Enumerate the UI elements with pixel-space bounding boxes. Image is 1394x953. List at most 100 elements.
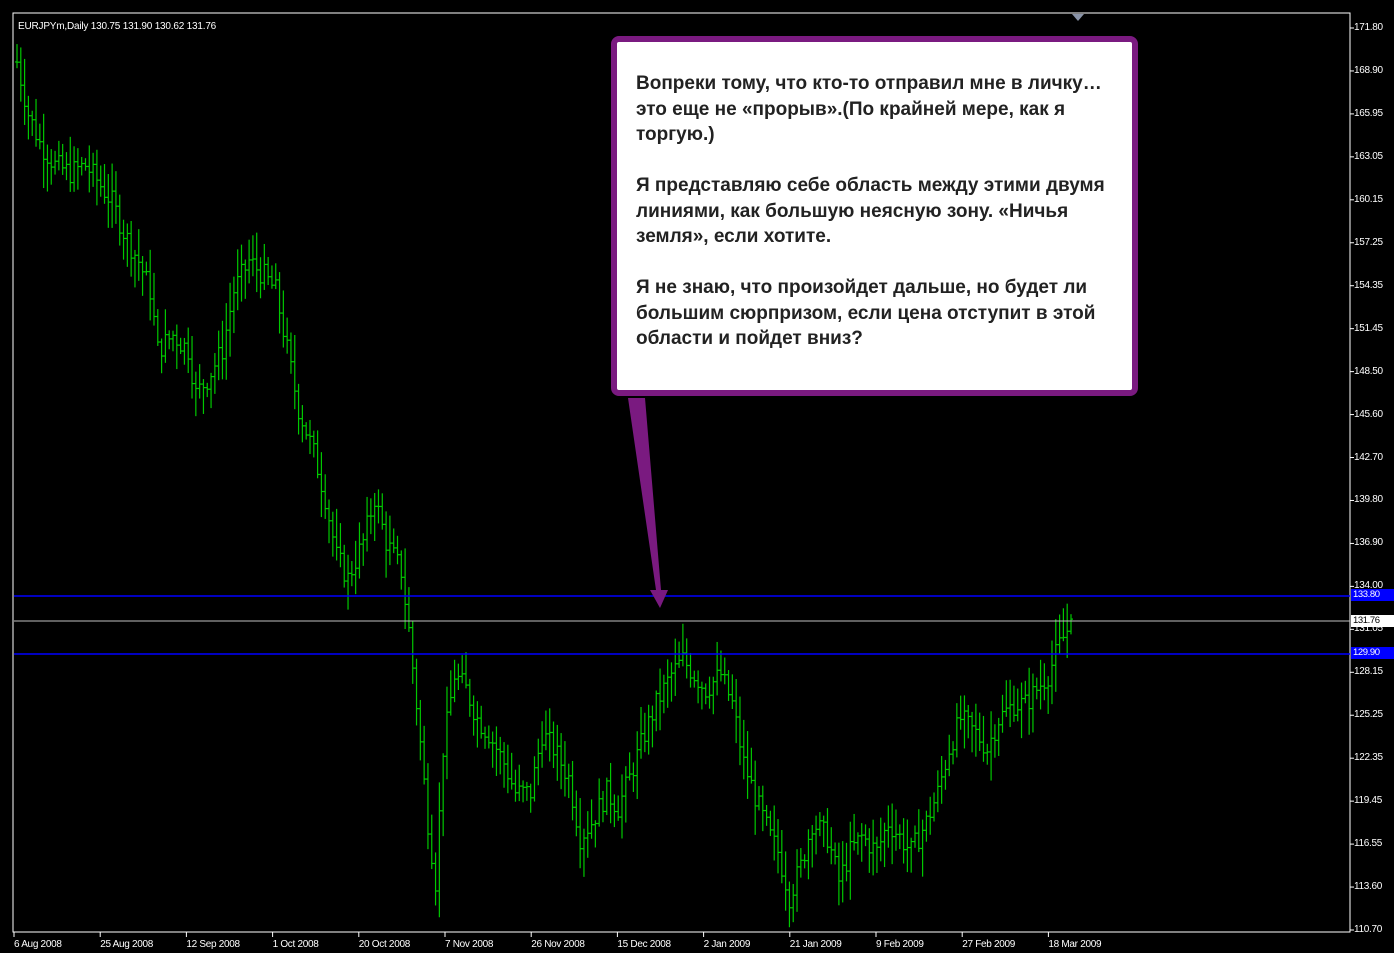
ohlc-bar bbox=[464, 652, 468, 688]
ohlc-bar bbox=[487, 725, 491, 748]
ohlc-bar bbox=[323, 474, 327, 519]
ohlc-bar bbox=[1008, 680, 1012, 727]
ohlc-bar bbox=[26, 96, 30, 140]
ohlc-bar bbox=[749, 748, 753, 784]
ohlc-bar bbox=[806, 829, 810, 879]
ohlc-bar bbox=[761, 786, 765, 831]
ohlc-bar bbox=[639, 707, 643, 759]
ohlc-bar bbox=[1031, 674, 1035, 733]
ohlc-bar bbox=[502, 742, 506, 788]
ohlc-bar bbox=[532, 756, 536, 801]
chart-shift-marker-icon[interactable] bbox=[1072, 14, 1084, 21]
price-tick-label: 125.25 bbox=[1354, 709, 1383, 720]
ohlc-bar bbox=[388, 516, 392, 566]
ohlc-bar bbox=[110, 164, 114, 228]
ohlc-bar bbox=[72, 146, 76, 192]
ohlc-bar bbox=[114, 171, 118, 224]
ohlc-bar bbox=[472, 695, 476, 735]
price-tick-label: 110.70 bbox=[1354, 924, 1382, 935]
ohlc-bar bbox=[460, 655, 464, 683]
ohlc-bar bbox=[555, 725, 559, 781]
ohlc-bar bbox=[719, 650, 723, 681]
ohlc-bar bbox=[236, 249, 240, 310]
price-tick-label: 154.35 bbox=[1354, 280, 1383, 291]
ohlc-bar bbox=[879, 818, 883, 862]
ohlc-bar bbox=[449, 670, 453, 715]
ohlc-bar bbox=[898, 824, 902, 849]
date-tick-label: 25 Aug 2008 bbox=[100, 939, 153, 950]
ohlc-bar bbox=[392, 528, 396, 553]
ohlc-bar bbox=[673, 639, 677, 696]
ohlc-bar bbox=[924, 811, 928, 842]
ohlc-bar bbox=[738, 697, 742, 766]
ohlc-bar bbox=[289, 333, 293, 374]
ohlc-bar bbox=[1004, 680, 1008, 717]
ohlc-bar bbox=[1039, 660, 1043, 710]
price-tick-label: 119.45 bbox=[1354, 795, 1382, 806]
ohlc-bar bbox=[80, 157, 84, 175]
ohlc-bar bbox=[243, 259, 247, 298]
ohlc-bar bbox=[940, 756, 944, 804]
ohlc-bar bbox=[734, 679, 738, 743]
ohlc-bar bbox=[331, 512, 335, 557]
ohlc-bar bbox=[647, 705, 651, 755]
ohlc-bar bbox=[133, 250, 137, 287]
ohlc-bar bbox=[936, 770, 940, 812]
ohlc-bar bbox=[1065, 604, 1069, 658]
ohlc-bar bbox=[179, 338, 183, 354]
ohlc-bar bbox=[453, 660, 457, 702]
ohlc-bar bbox=[373, 493, 377, 541]
ohlc-bar bbox=[308, 420, 312, 454]
ohlc-bar bbox=[475, 701, 479, 747]
ohlc-bar bbox=[220, 321, 224, 380]
ohlc-bar bbox=[567, 764, 571, 798]
ohlc-bar bbox=[662, 675, 666, 714]
ohlc-bar bbox=[479, 706, 483, 739]
ohlc-bar bbox=[590, 799, 594, 838]
ohlc-bar bbox=[297, 384, 301, 435]
ohlc-bar bbox=[498, 737, 502, 774]
price-tick-label: 113.60 bbox=[1354, 881, 1382, 892]
ohlc-bar bbox=[437, 782, 441, 917]
ohlc-bar bbox=[103, 164, 107, 204]
ohlc-bar bbox=[15, 44, 19, 68]
current-price-box: 131.76 bbox=[1351, 615, 1394, 627]
callout-text: Вопреки тому, что кто-то отправил мне в … bbox=[636, 71, 1126, 377]
ohlc-bar bbox=[380, 493, 384, 529]
ohlc-bar bbox=[64, 152, 68, 180]
ohlc-bar bbox=[68, 137, 72, 192]
ohlc-bar bbox=[300, 405, 304, 442]
ohlc-bar bbox=[411, 621, 415, 684]
ohlc-bar bbox=[61, 144, 65, 175]
ohlc-bar bbox=[137, 229, 141, 281]
ohlc-bar bbox=[1023, 681, 1027, 703]
ohlc-bar bbox=[605, 778, 609, 815]
ohlc-bar bbox=[354, 541, 358, 594]
ohlc-bar bbox=[418, 700, 422, 760]
ohlc-bar bbox=[30, 111, 34, 136]
ohlc-bar bbox=[213, 353, 217, 394]
date-tick-label: 1 Oct 2008 bbox=[273, 939, 319, 950]
ohlc-bar bbox=[776, 819, 780, 873]
ohlc-bar bbox=[978, 713, 982, 751]
ohlc-bar bbox=[118, 195, 122, 246]
ohlc-bar bbox=[875, 837, 879, 873]
price-tick-label: 145.60 bbox=[1354, 409, 1383, 420]
ohlc-bar bbox=[700, 682, 704, 710]
ohlc-bar bbox=[833, 842, 837, 864]
ohlc-bar bbox=[943, 760, 947, 790]
ohlc-bar bbox=[597, 778, 601, 826]
ohlc-bar bbox=[540, 721, 544, 768]
ohlc-bar bbox=[955, 703, 959, 757]
ohlc-bar bbox=[574, 791, 578, 837]
ohlc-bar bbox=[867, 828, 871, 873]
ohlc-bar bbox=[715, 642, 719, 695]
ohlc-bar bbox=[631, 762, 635, 792]
ohlc-bar bbox=[688, 653, 692, 688]
ohlc-bar bbox=[985, 744, 989, 765]
ohlc-bar bbox=[890, 803, 894, 864]
date-tick-label: 6 Aug 2008 bbox=[14, 939, 62, 950]
ohlc-bar bbox=[319, 452, 323, 517]
ohlc-bar bbox=[415, 659, 419, 726]
